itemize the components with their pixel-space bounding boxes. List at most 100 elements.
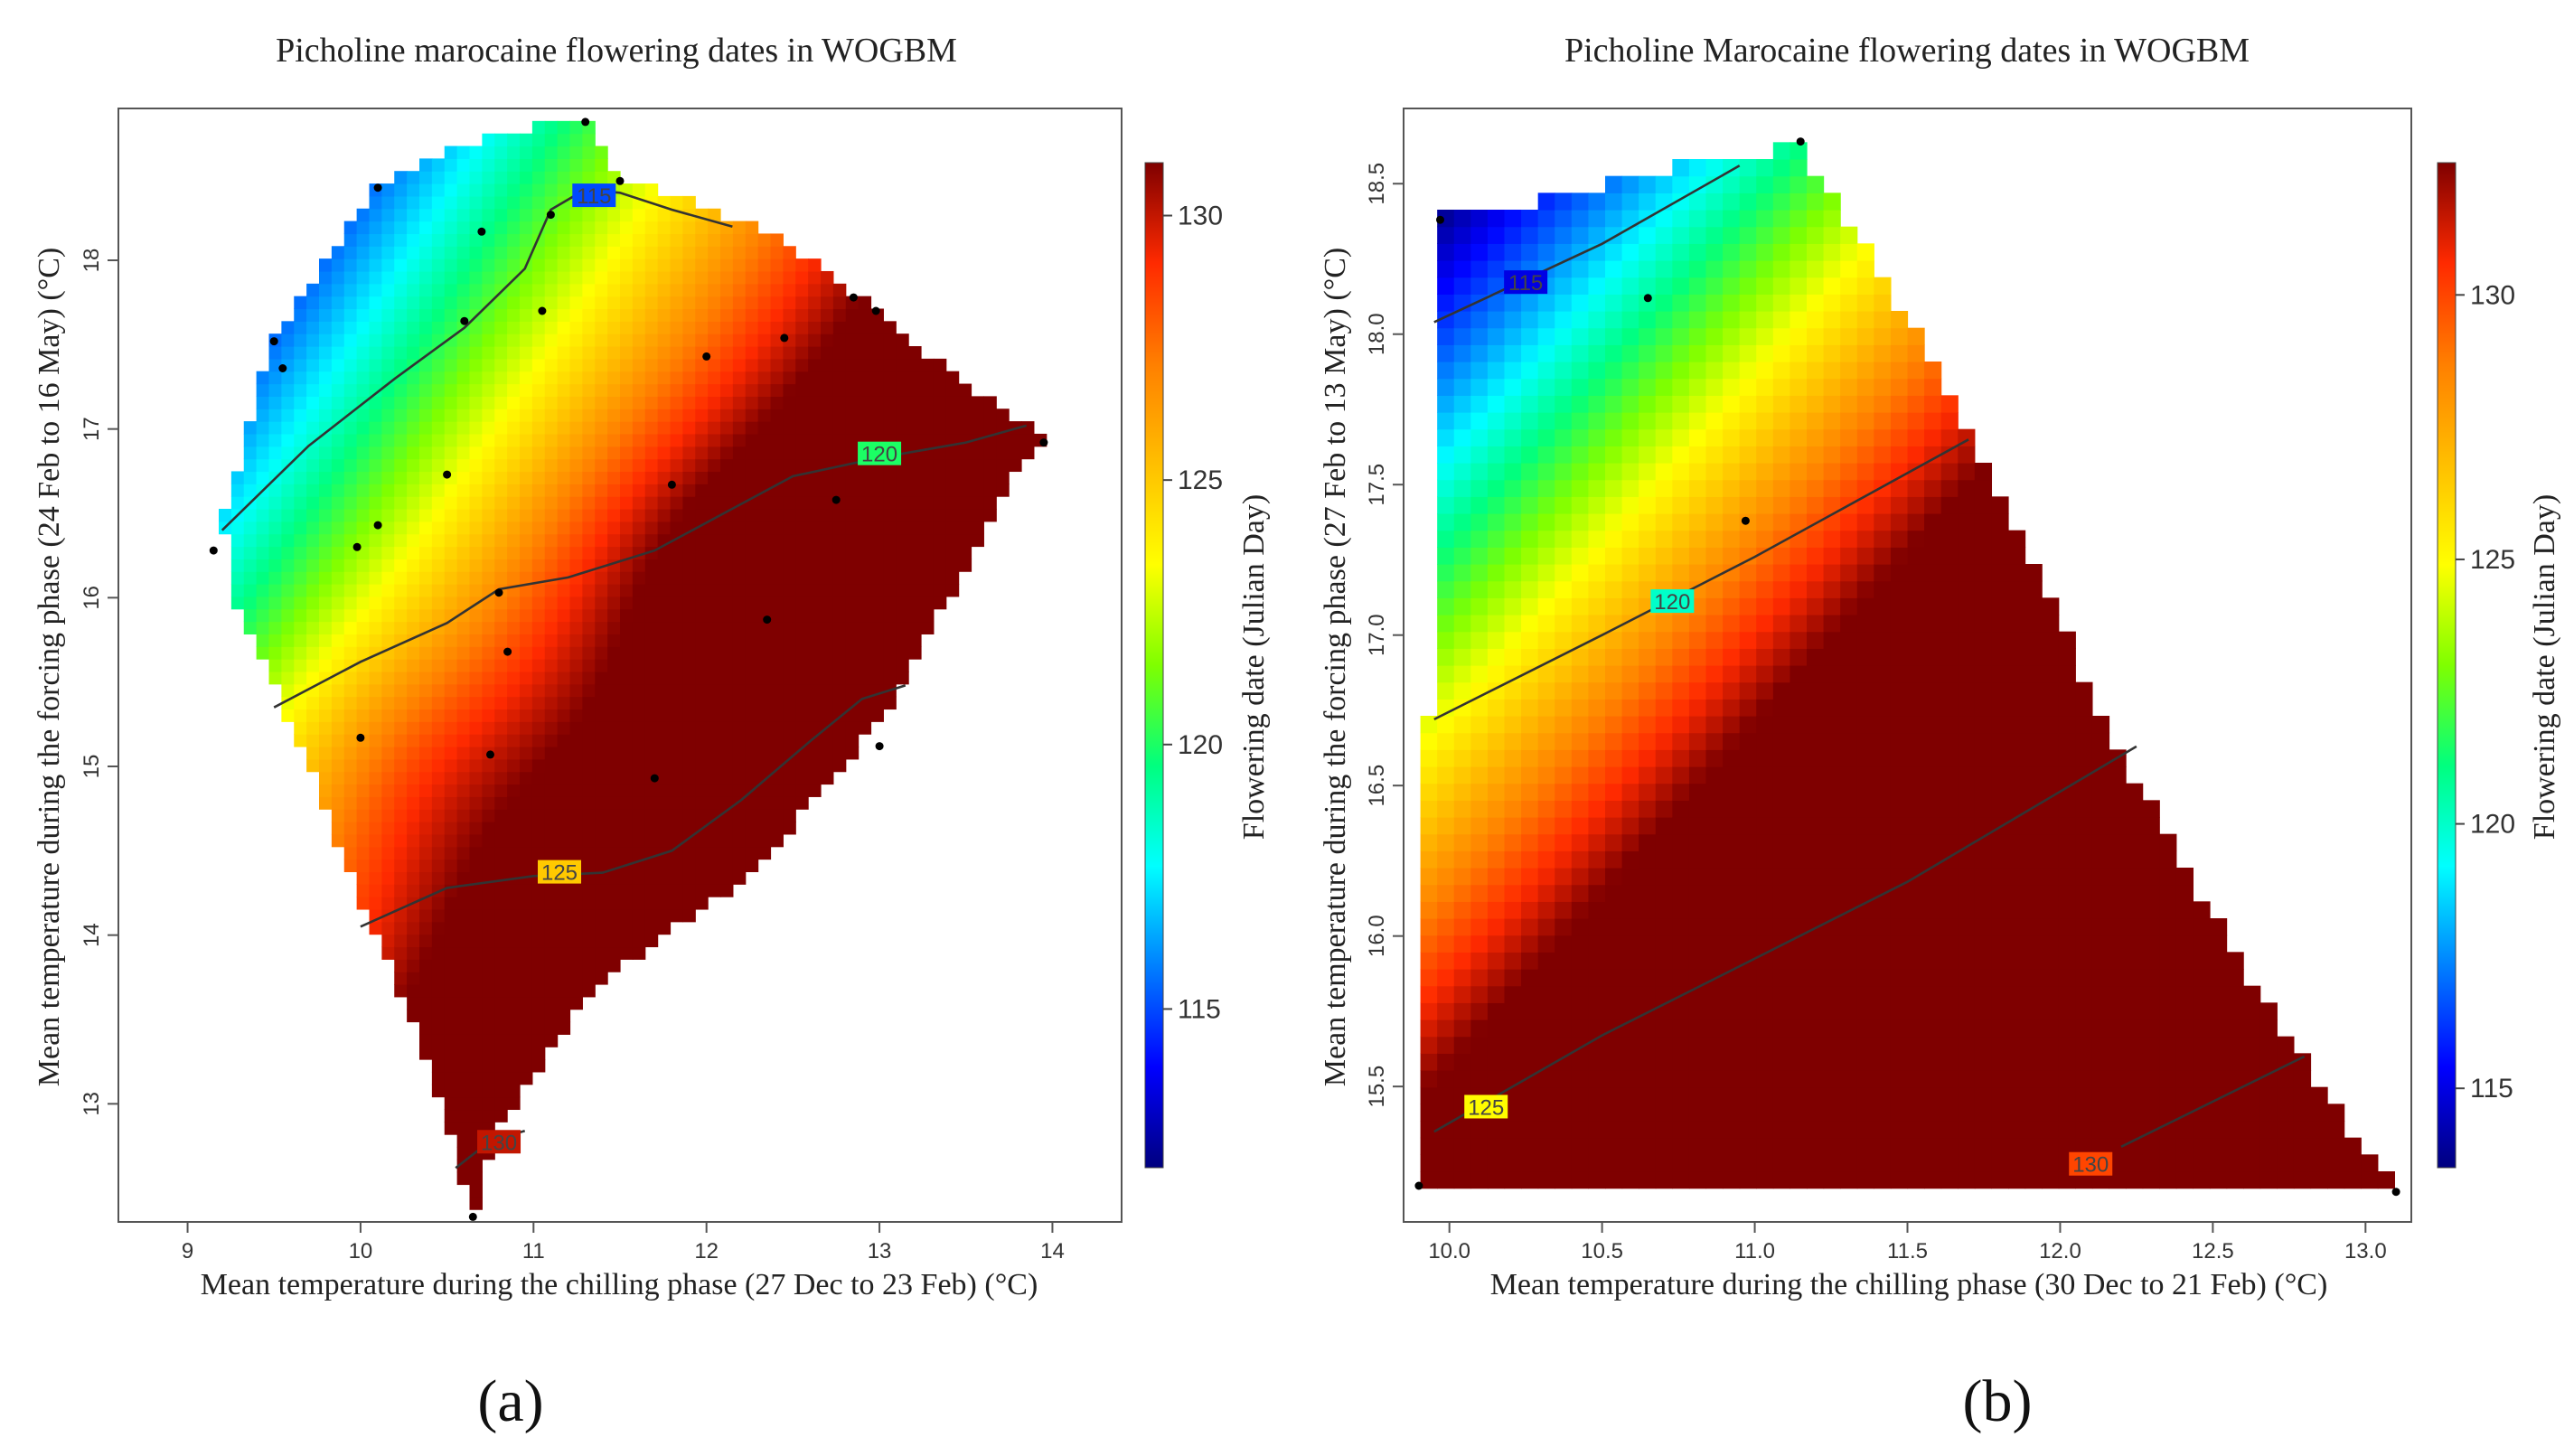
panel-a-heat-cell xyxy=(657,283,672,297)
panel-b-heat-cell xyxy=(1621,783,1639,801)
panel-b-heat-cell xyxy=(1521,985,1539,1003)
panel-b-heat-cell xyxy=(1907,530,1925,548)
panel-b-heat-cell xyxy=(1537,210,1555,228)
panel-b-heat-cell xyxy=(1823,446,1841,464)
panel-a-heat-cell xyxy=(670,897,683,910)
panel-a-heat-cell xyxy=(494,496,508,510)
panel-a-heat-cell xyxy=(720,546,734,559)
panel-a-heat-cell xyxy=(520,608,533,623)
panel-a-heat-cell xyxy=(281,433,295,447)
panel-b-heat-cell xyxy=(1571,800,1590,818)
panel-b-heat-cell xyxy=(1555,395,1573,413)
panel-b-heat-cell xyxy=(1487,952,1506,970)
panel-a-heat-cell xyxy=(757,584,772,597)
panel-a-heat-cell xyxy=(996,433,1010,447)
panel-a-heat-cell xyxy=(795,258,809,272)
panel-b-heat-cell xyxy=(1823,699,1841,717)
panel-a-heat-cell xyxy=(407,846,420,860)
panel-a-heat-cell xyxy=(482,1059,495,1073)
panel-a-heat-cell xyxy=(507,946,521,960)
panel-a-heat-cell xyxy=(720,833,734,848)
panel-a-heat-cell xyxy=(531,496,546,510)
panel-b-heat-cell xyxy=(1521,766,1539,784)
panel-a-heat-cell xyxy=(870,471,884,484)
panel-a-heat-cell xyxy=(531,371,546,385)
panel-a-heat-cell xyxy=(908,608,922,623)
panel-a-heat-cell xyxy=(933,421,947,435)
panel-b-heat-cell xyxy=(1453,412,1471,430)
panel-b-heat-cell xyxy=(1621,428,1639,446)
panel-a-heat-cell xyxy=(632,884,646,897)
panel-a-heat-cell xyxy=(319,796,333,810)
panel-a-heat-cell xyxy=(745,758,759,773)
panel-a-heat-cell xyxy=(582,508,596,522)
panel-a-heat-cell xyxy=(356,671,371,685)
panel-b-heat-cell xyxy=(1890,969,1909,987)
panel-a-heat-cell xyxy=(557,508,571,522)
panel-b-heat-cell xyxy=(1823,260,1841,278)
panel-a-heat-cell xyxy=(531,897,546,910)
panel-b-heat-cell xyxy=(1924,428,1942,446)
panel-a-heat-cell xyxy=(632,321,646,334)
panel-b-heat-cell xyxy=(1756,732,1774,750)
panel-a-heat-cell xyxy=(394,646,408,660)
panel-a-heat-cell xyxy=(381,559,395,572)
panel-b-heat-cell xyxy=(1705,985,1724,1003)
panel-b-heat-cell xyxy=(1672,884,1690,902)
panel-a-heat-cell xyxy=(444,771,458,785)
panel-b-heat-cell xyxy=(1453,850,1471,869)
panel-b-heat-cell xyxy=(1940,783,1959,801)
panel-a-heat-cell xyxy=(682,270,696,285)
panel-b-heat-cell xyxy=(1790,884,1808,902)
panel-a-x-tick-label: 13 xyxy=(868,1239,892,1263)
panel-b-heat-cell xyxy=(1555,1053,1573,1071)
panel-a-heat-cell xyxy=(971,521,984,535)
panel-a-heat-cell xyxy=(870,496,884,510)
panel-b-heat-cell xyxy=(1739,833,1757,851)
panel-b-heat-cell xyxy=(1705,294,1724,312)
panel-a-heat-cell xyxy=(682,283,696,297)
panel-a-heat-cell xyxy=(331,621,345,634)
panel-a-heat-cell xyxy=(456,195,471,210)
panel-a-heat-cell xyxy=(795,421,809,435)
panel-b-heat-cell xyxy=(1772,766,1791,784)
panel-a-data-point xyxy=(486,750,494,759)
panel-a-heat-cell xyxy=(507,333,521,347)
panel-a-heat-cell xyxy=(456,897,471,910)
panel-b-heat-cell xyxy=(1621,378,1639,396)
panel-a-x-label: Mean temperature during the chilling pha… xyxy=(201,1268,1038,1301)
panel-a-heat-cell xyxy=(507,321,521,334)
panel-a-heat-cell xyxy=(268,546,282,559)
panel-a-heat-cell xyxy=(456,571,471,585)
panel-a-heat-cell xyxy=(883,409,897,422)
panel-b-heat-cell xyxy=(1555,294,1573,312)
panel-a-heat-cell xyxy=(281,521,295,535)
panel-a-heat-cell xyxy=(343,484,358,497)
panel-a-heat-cell xyxy=(607,484,621,497)
panel-a-heat-cell xyxy=(431,521,446,535)
panel-a-heat-cell xyxy=(795,634,809,647)
panel-a-heat-cell xyxy=(531,471,546,484)
panel-a-heat-cell xyxy=(494,634,508,647)
panel-b-heat-cell xyxy=(1487,665,1506,683)
panel-a-heat-cell xyxy=(708,333,721,347)
panel-a-heat-cell xyxy=(620,433,634,447)
panel-a-heat-cell xyxy=(620,734,634,747)
panel-b-heat-cell xyxy=(1521,1036,1539,1054)
panel-b-heat-cell xyxy=(1756,1137,1774,1155)
panel-a-heat-cell xyxy=(770,433,784,447)
panel-a-heat-cell xyxy=(407,659,420,672)
panel-a-heat-cell xyxy=(569,584,583,597)
panel-a-heat-cell xyxy=(343,596,358,610)
panel-b-heat-cell xyxy=(1521,732,1539,750)
panel-a-heat-cell xyxy=(381,859,395,872)
panel-b-heat-cell xyxy=(1739,412,1757,430)
panel-a-heat-cell xyxy=(908,421,922,435)
panel-b-heat-cell xyxy=(1639,681,1657,700)
panel-a-heat-cell xyxy=(469,195,483,210)
panel-a-heat-cell xyxy=(908,571,922,585)
panel-a-heat-cell xyxy=(858,421,872,435)
panel-b-heat-cell xyxy=(1756,260,1774,278)
panel-a-heat-cell xyxy=(319,784,333,797)
panel-a-heat-cell xyxy=(419,671,433,685)
